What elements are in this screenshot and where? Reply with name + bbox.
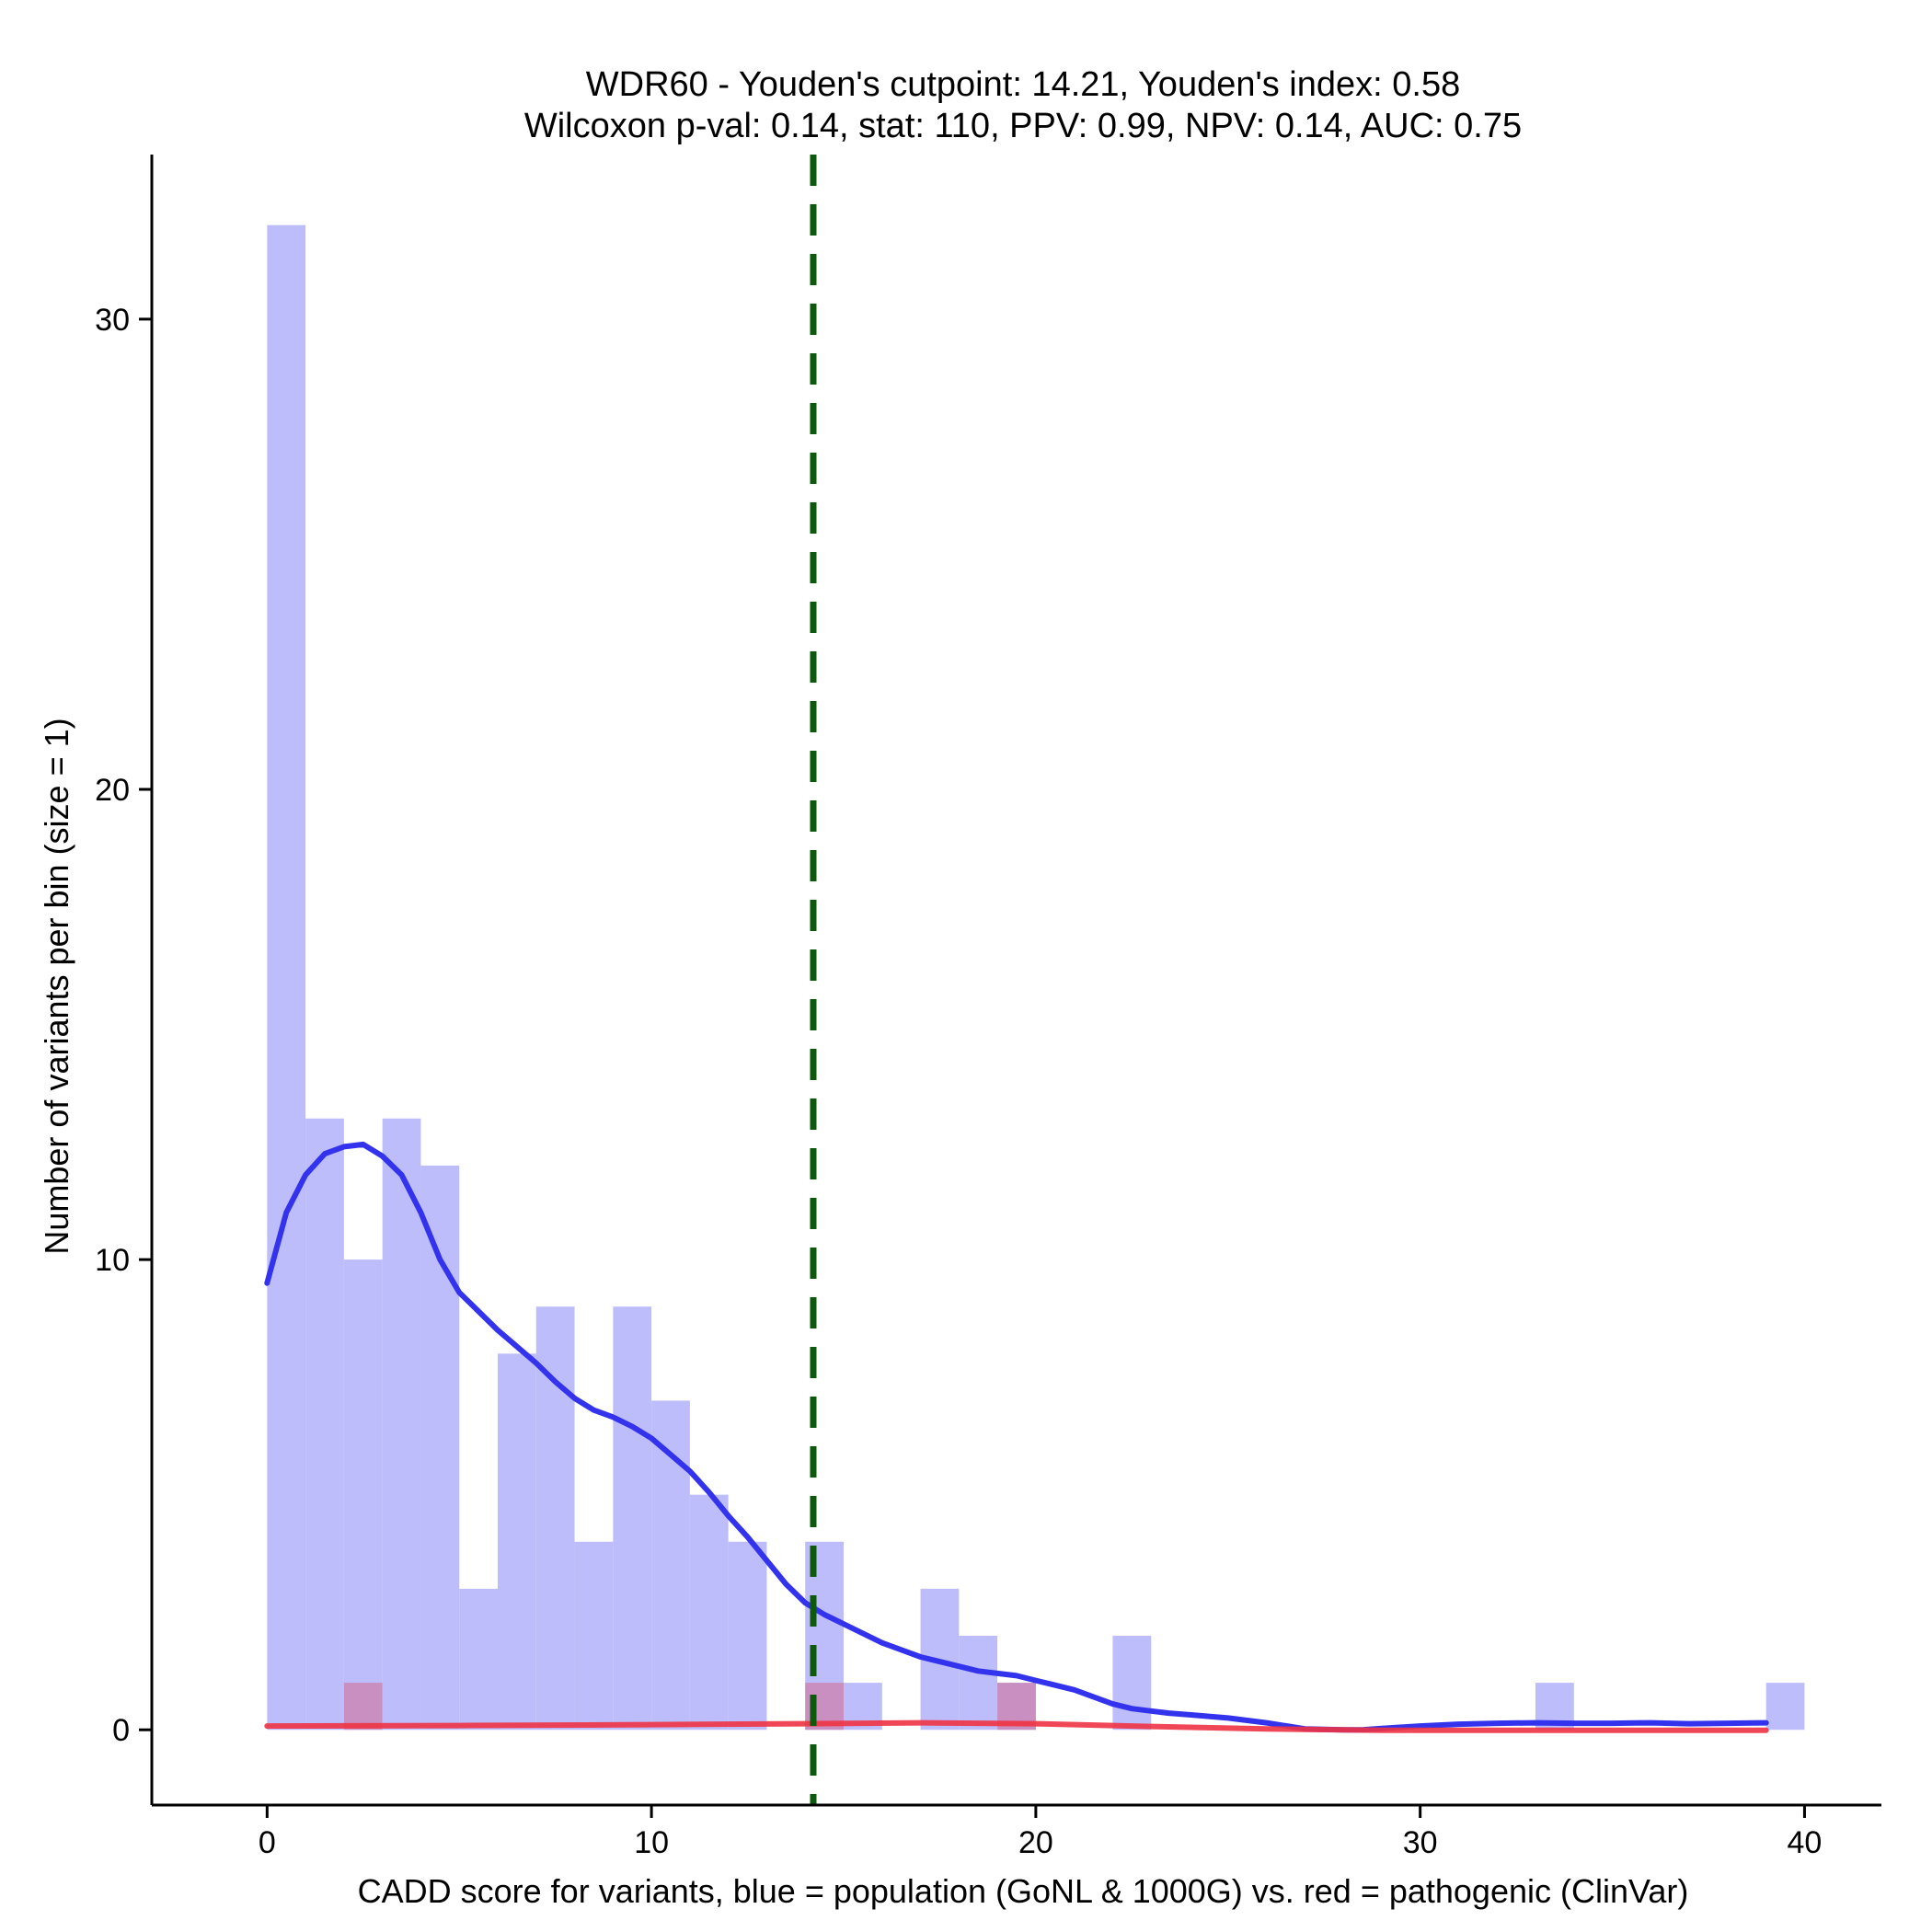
x-tick-label: 40 bbox=[1788, 1825, 1823, 1860]
chart-subtitle: Wilcoxon p-val: 0.14, stat: 110, PPV: 0.… bbox=[524, 107, 1522, 145]
x-tick-label: 0 bbox=[259, 1825, 276, 1860]
population-bar bbox=[420, 1165, 460, 1731]
x-axis-label: CADD score for variants, blue = populati… bbox=[358, 1872, 1689, 1910]
population-bar bbox=[574, 1541, 614, 1731]
population-bar bbox=[382, 1118, 421, 1731]
pathogenic-density-line bbox=[264, 1719, 1769, 1733]
population-bar bbox=[459, 1588, 498, 1731]
population-bars bbox=[267, 224, 1805, 1731]
population-bar bbox=[728, 1541, 767, 1731]
x-tick-label: 20 bbox=[1018, 1825, 1053, 1860]
population-bar bbox=[1112, 1636, 1152, 1731]
population-bar bbox=[689, 1494, 729, 1731]
x-tick-label: 30 bbox=[1403, 1825, 1438, 1860]
y-tick-label: 0 bbox=[112, 1713, 130, 1748]
chart-title: WDR60 - Youden's cutpoint: 14.21, Youden… bbox=[586, 65, 1460, 104]
population-bar bbox=[343, 1259, 383, 1731]
population-bar bbox=[1765, 1683, 1805, 1731]
x-axis-ticks: 0 10 20 30 40 bbox=[259, 1805, 1822, 1860]
population-bar bbox=[959, 1636, 998, 1731]
y-tick-label: 10 bbox=[95, 1243, 130, 1278]
x-tick-label: 10 bbox=[634, 1825, 669, 1860]
population-bar bbox=[267, 224, 306, 1731]
population-bar bbox=[498, 1353, 536, 1731]
population-bar bbox=[305, 1118, 344, 1731]
population-bar bbox=[613, 1306, 652, 1731]
y-axis-label: Number of variants per bin (size = 1) bbox=[38, 718, 75, 1254]
population-bar bbox=[651, 1400, 690, 1731]
y-axis-ticks: 0 10 20 30 bbox=[95, 303, 152, 1748]
y-tick-label: 20 bbox=[95, 773, 130, 808]
y-tick-label: 30 bbox=[95, 303, 130, 338]
axes bbox=[150, 155, 1881, 1807]
population-bar bbox=[535, 1306, 575, 1731]
pathogenic-bar bbox=[343, 1683, 383, 1731]
